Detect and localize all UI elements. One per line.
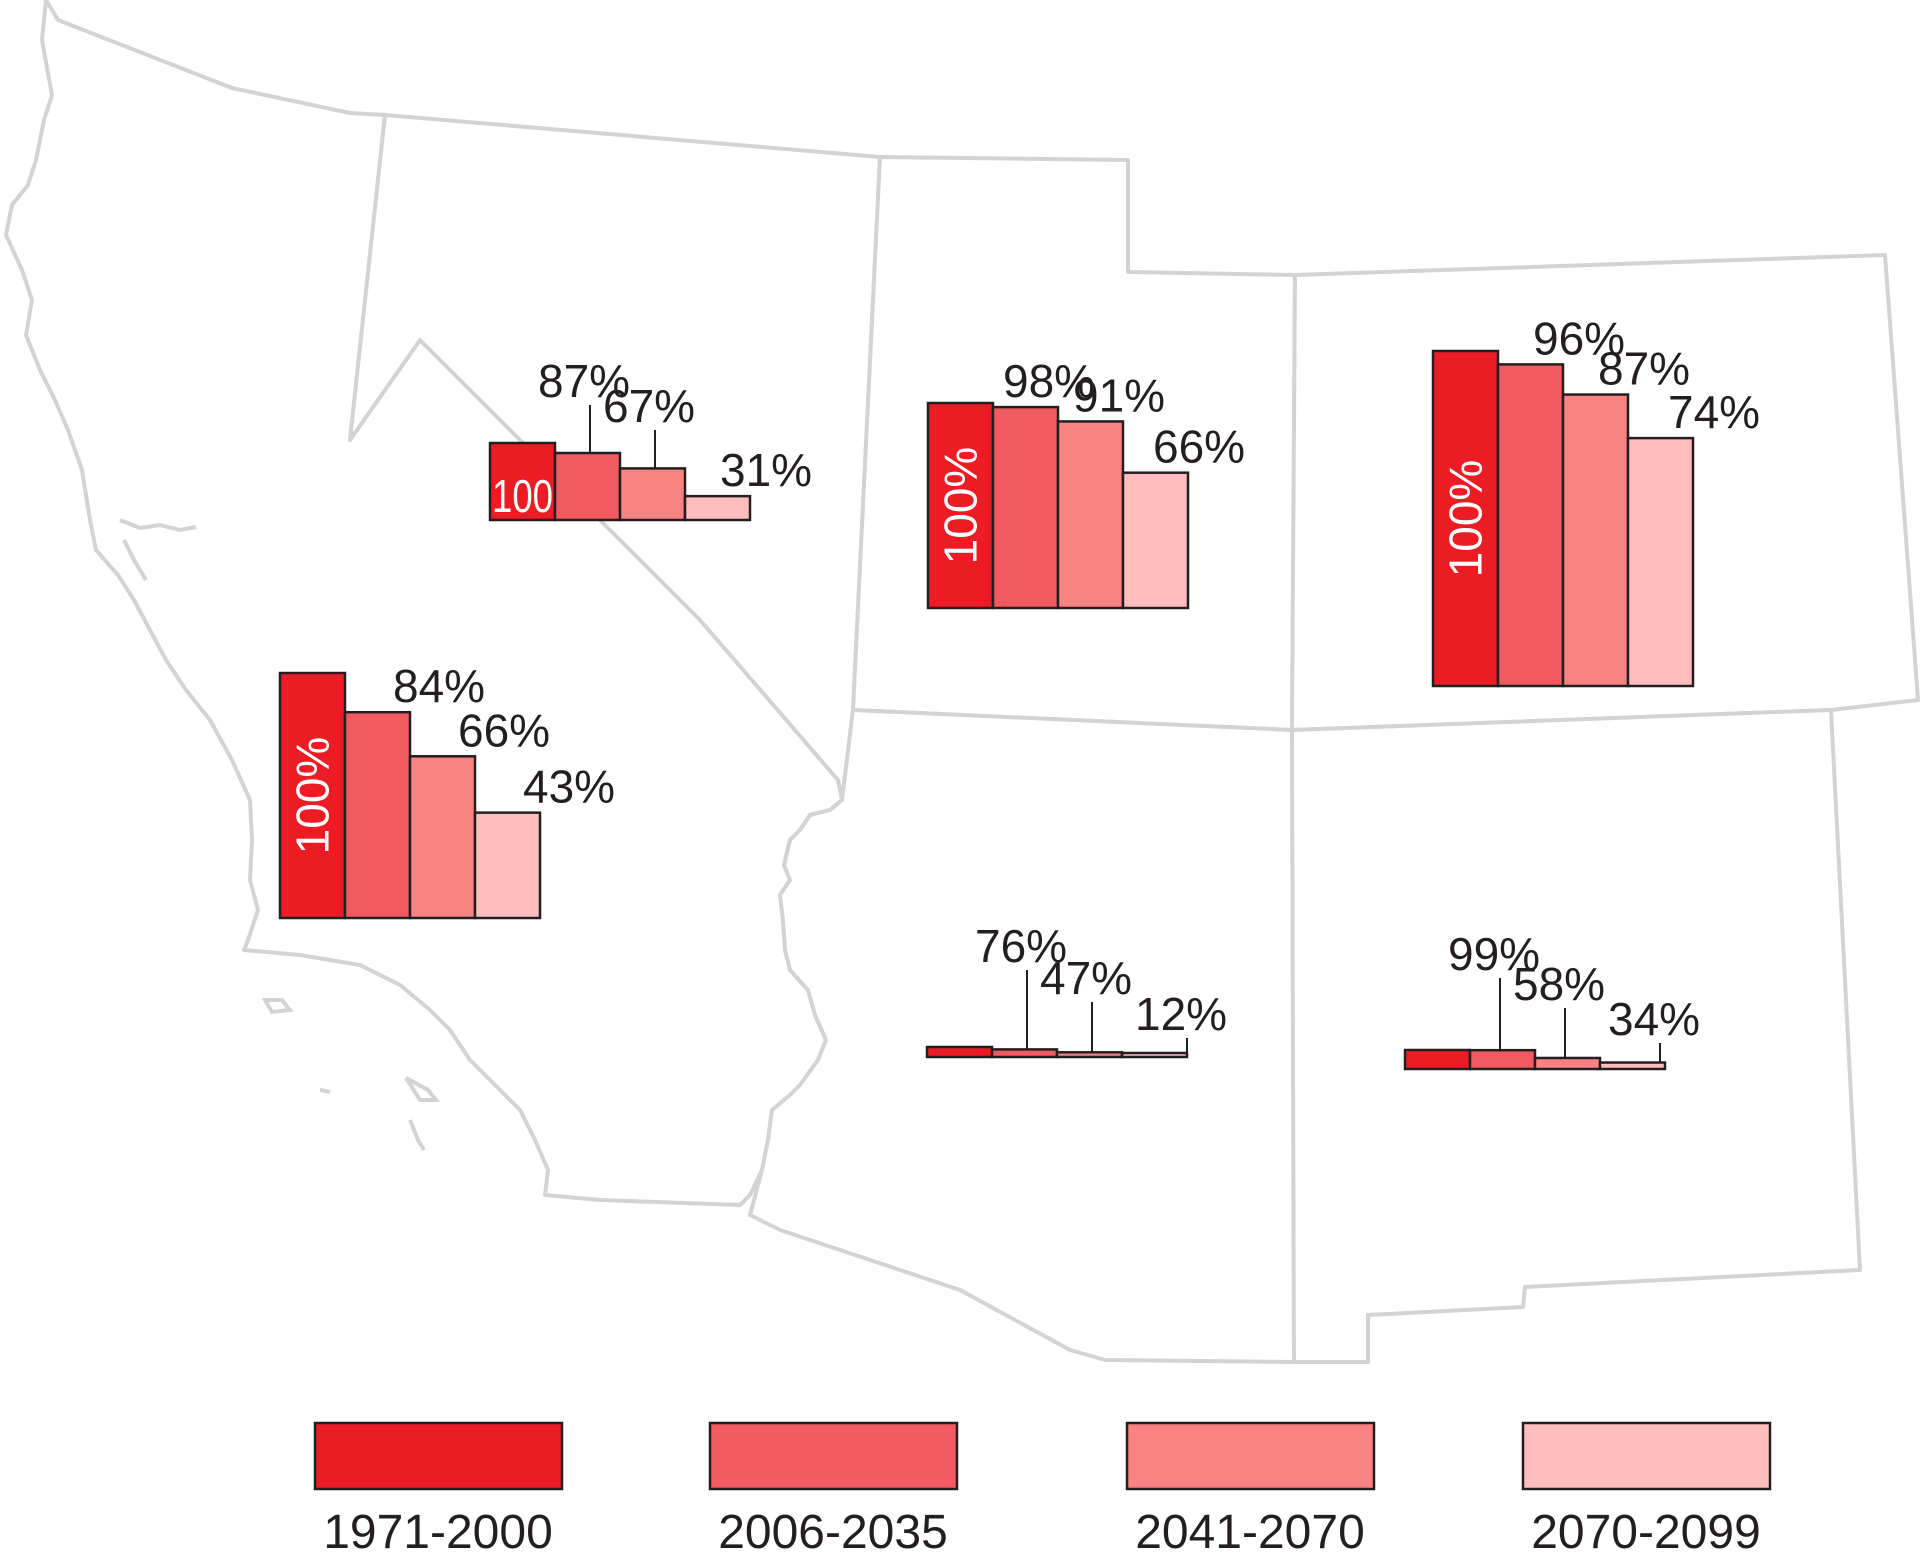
arizona-outline [748, 708, 1296, 1364]
legend-swatch [1125, 1421, 1376, 1491]
region-chart-1 [278, 671, 542, 920]
region-chart-2 [488, 441, 752, 522]
data-label-region-4-0: 100% [1440, 460, 1492, 578]
data-label-region-1-1: 84% [393, 660, 485, 712]
data-label-region-2-1: 87% [538, 355, 630, 407]
region-chart-5 [925, 1045, 1189, 1059]
bar-region-1-2006-2035 [343, 710, 412, 920]
legend-label: 2041-2070 [1135, 1506, 1365, 1559]
bar-region-6-2006-2035 [1468, 1048, 1537, 1071]
bars-layer [278, 349, 1695, 1071]
bar-region-4-2041-2070 [1561, 393, 1630, 688]
bar-region-5-1971-2000 [925, 1045, 994, 1059]
data-label-region-2-0: 100 [492, 470, 553, 522]
data-label-region-5-1: 76% [975, 920, 1067, 972]
data-label-region-4-2: 87% [1598, 343, 1690, 395]
bar-region-4-2006-2035 [1496, 363, 1565, 688]
data-label-region-4-3: 74% [1668, 386, 1760, 438]
bar-region-6-2041-2070 [1533, 1056, 1602, 1071]
data-label-region-6-3: 34% [1608, 993, 1700, 1045]
bar-region-5-2006-2035 [990, 1048, 1059, 1059]
data-label-region-1-3: 43% [523, 761, 615, 813]
bar-region-3-1971-2000 [926, 401, 995, 610]
new-mexico-outline [1290, 708, 1862, 1364]
bar-region-3-2006-2035 [991, 405, 1060, 610]
legend-item-2041-2070: 2041-2070 [1125, 1421, 1376, 1559]
bar-region-6-2070-2099 [1598, 1061, 1667, 1071]
data-label-region-2-3: 31% [720, 444, 812, 496]
bar-region-3-2070-2099 [1121, 471, 1190, 610]
bar-region-5-2041-2070 [1055, 1051, 1124, 1059]
data-label-region-2-2: 67% [603, 380, 695, 432]
legend-swatch [708, 1421, 959, 1491]
data-label-region-3-1: 98% [1003, 355, 1095, 407]
bar-region-1-2041-2070 [408, 755, 477, 920]
region-chart-4 [1431, 349, 1695, 688]
legend-swatch [1521, 1421, 1772, 1491]
data-label-region-3-3: 66% [1153, 421, 1245, 473]
legend-label: 2006-2035 [718, 1506, 948, 1559]
legend-label: 2070-2099 [1531, 1506, 1761, 1559]
data-label-region-1-0: 100% [287, 737, 339, 855]
legend-item-1971-2000: 1971-2000 [313, 1421, 564, 1559]
data-label-region-3-2: 91% [1073, 369, 1165, 421]
legend: 1971-2000 2006-2035 2041-2070 2070-2099 [313, 1421, 1772, 1559]
region-chart-6 [1403, 1048, 1667, 1071]
bar-region-5-2070-2099 [1120, 1051, 1189, 1059]
bar-region-4-2070-2099 [1626, 436, 1695, 688]
bar-region-3-2041-2070 [1056, 420, 1125, 610]
legend-swatch [313, 1421, 564, 1491]
data-label-region-5-2: 47% [1040, 952, 1132, 1004]
data-label-region-3-0: 100% [935, 447, 987, 565]
data-label-region-5-3: 12% [1135, 988, 1227, 1040]
bar-region-6-1971-2000 [1403, 1048, 1472, 1071]
bar-region-2-2041-2070 [618, 467, 687, 522]
coast-detail [119, 518, 441, 1152]
data-label-region-6-1: 99% [1448, 928, 1540, 980]
legend-label: 1971-2000 [323, 1506, 553, 1559]
legend-item-2006-2035: 2006-2035 [708, 1421, 959, 1559]
region-chart-3 [926, 401, 1190, 610]
data-label-region-6-2: 58% [1513, 958, 1605, 1010]
bar-region-2-2070-2099 [683, 494, 752, 522]
legend-item-2070-2099: 2070-2099 [1521, 1421, 1772, 1559]
data-label-region-1-2: 66% [458, 704, 550, 756]
bar-region-1-2070-2099 [473, 811, 542, 920]
data-label-region-4-1: 96% [1533, 312, 1625, 364]
bar-region-2-2006-2035 [553, 451, 622, 522]
bar-region-1-1971-2000 [278, 671, 347, 920]
